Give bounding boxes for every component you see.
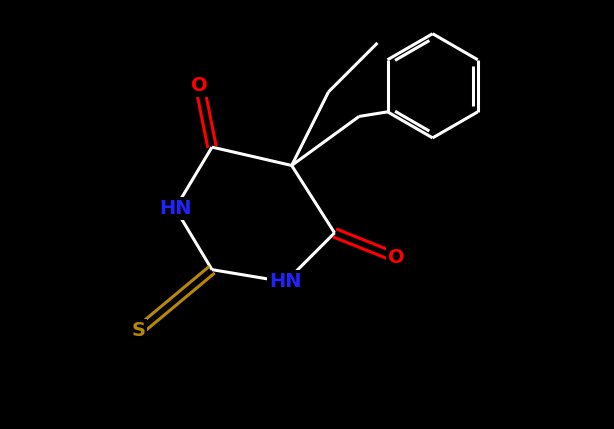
Text: HN: HN [270,272,302,291]
Text: O: O [192,76,208,95]
Text: HN: HN [159,199,192,218]
Text: S: S [131,321,146,341]
Text: O: O [387,248,404,267]
